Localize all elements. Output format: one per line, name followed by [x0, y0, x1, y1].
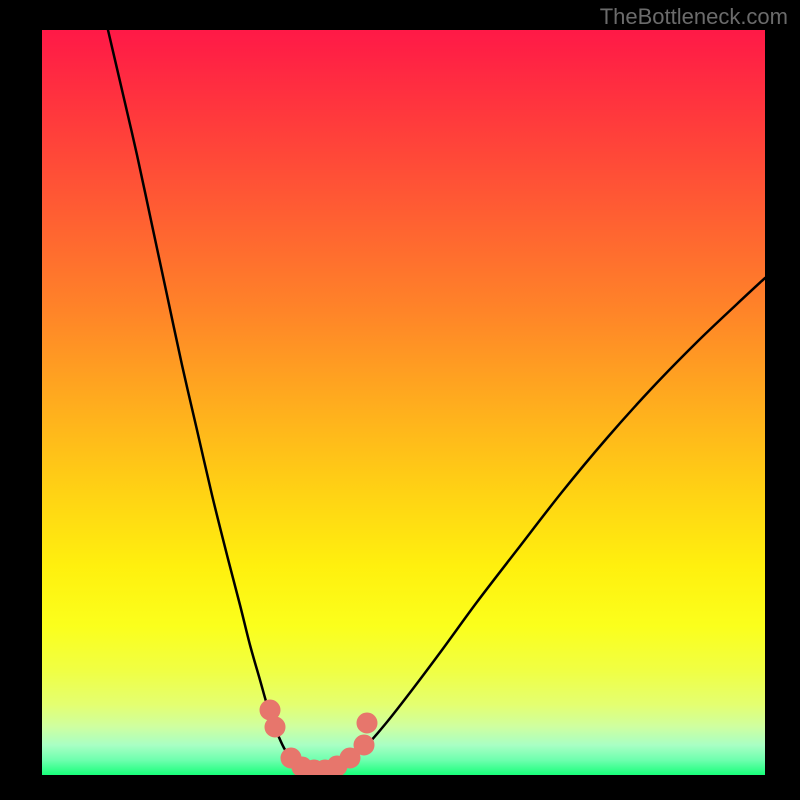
chart-container: TheBottleneck.com: [0, 0, 800, 800]
plot-area: [42, 30, 765, 775]
watermark-text: TheBottleneck.com: [600, 4, 788, 30]
data-marker: [265, 717, 285, 737]
background-gradient: [42, 30, 765, 775]
data-marker: [354, 735, 374, 755]
data-marker: [357, 713, 377, 733]
chart-svg: [42, 30, 765, 775]
